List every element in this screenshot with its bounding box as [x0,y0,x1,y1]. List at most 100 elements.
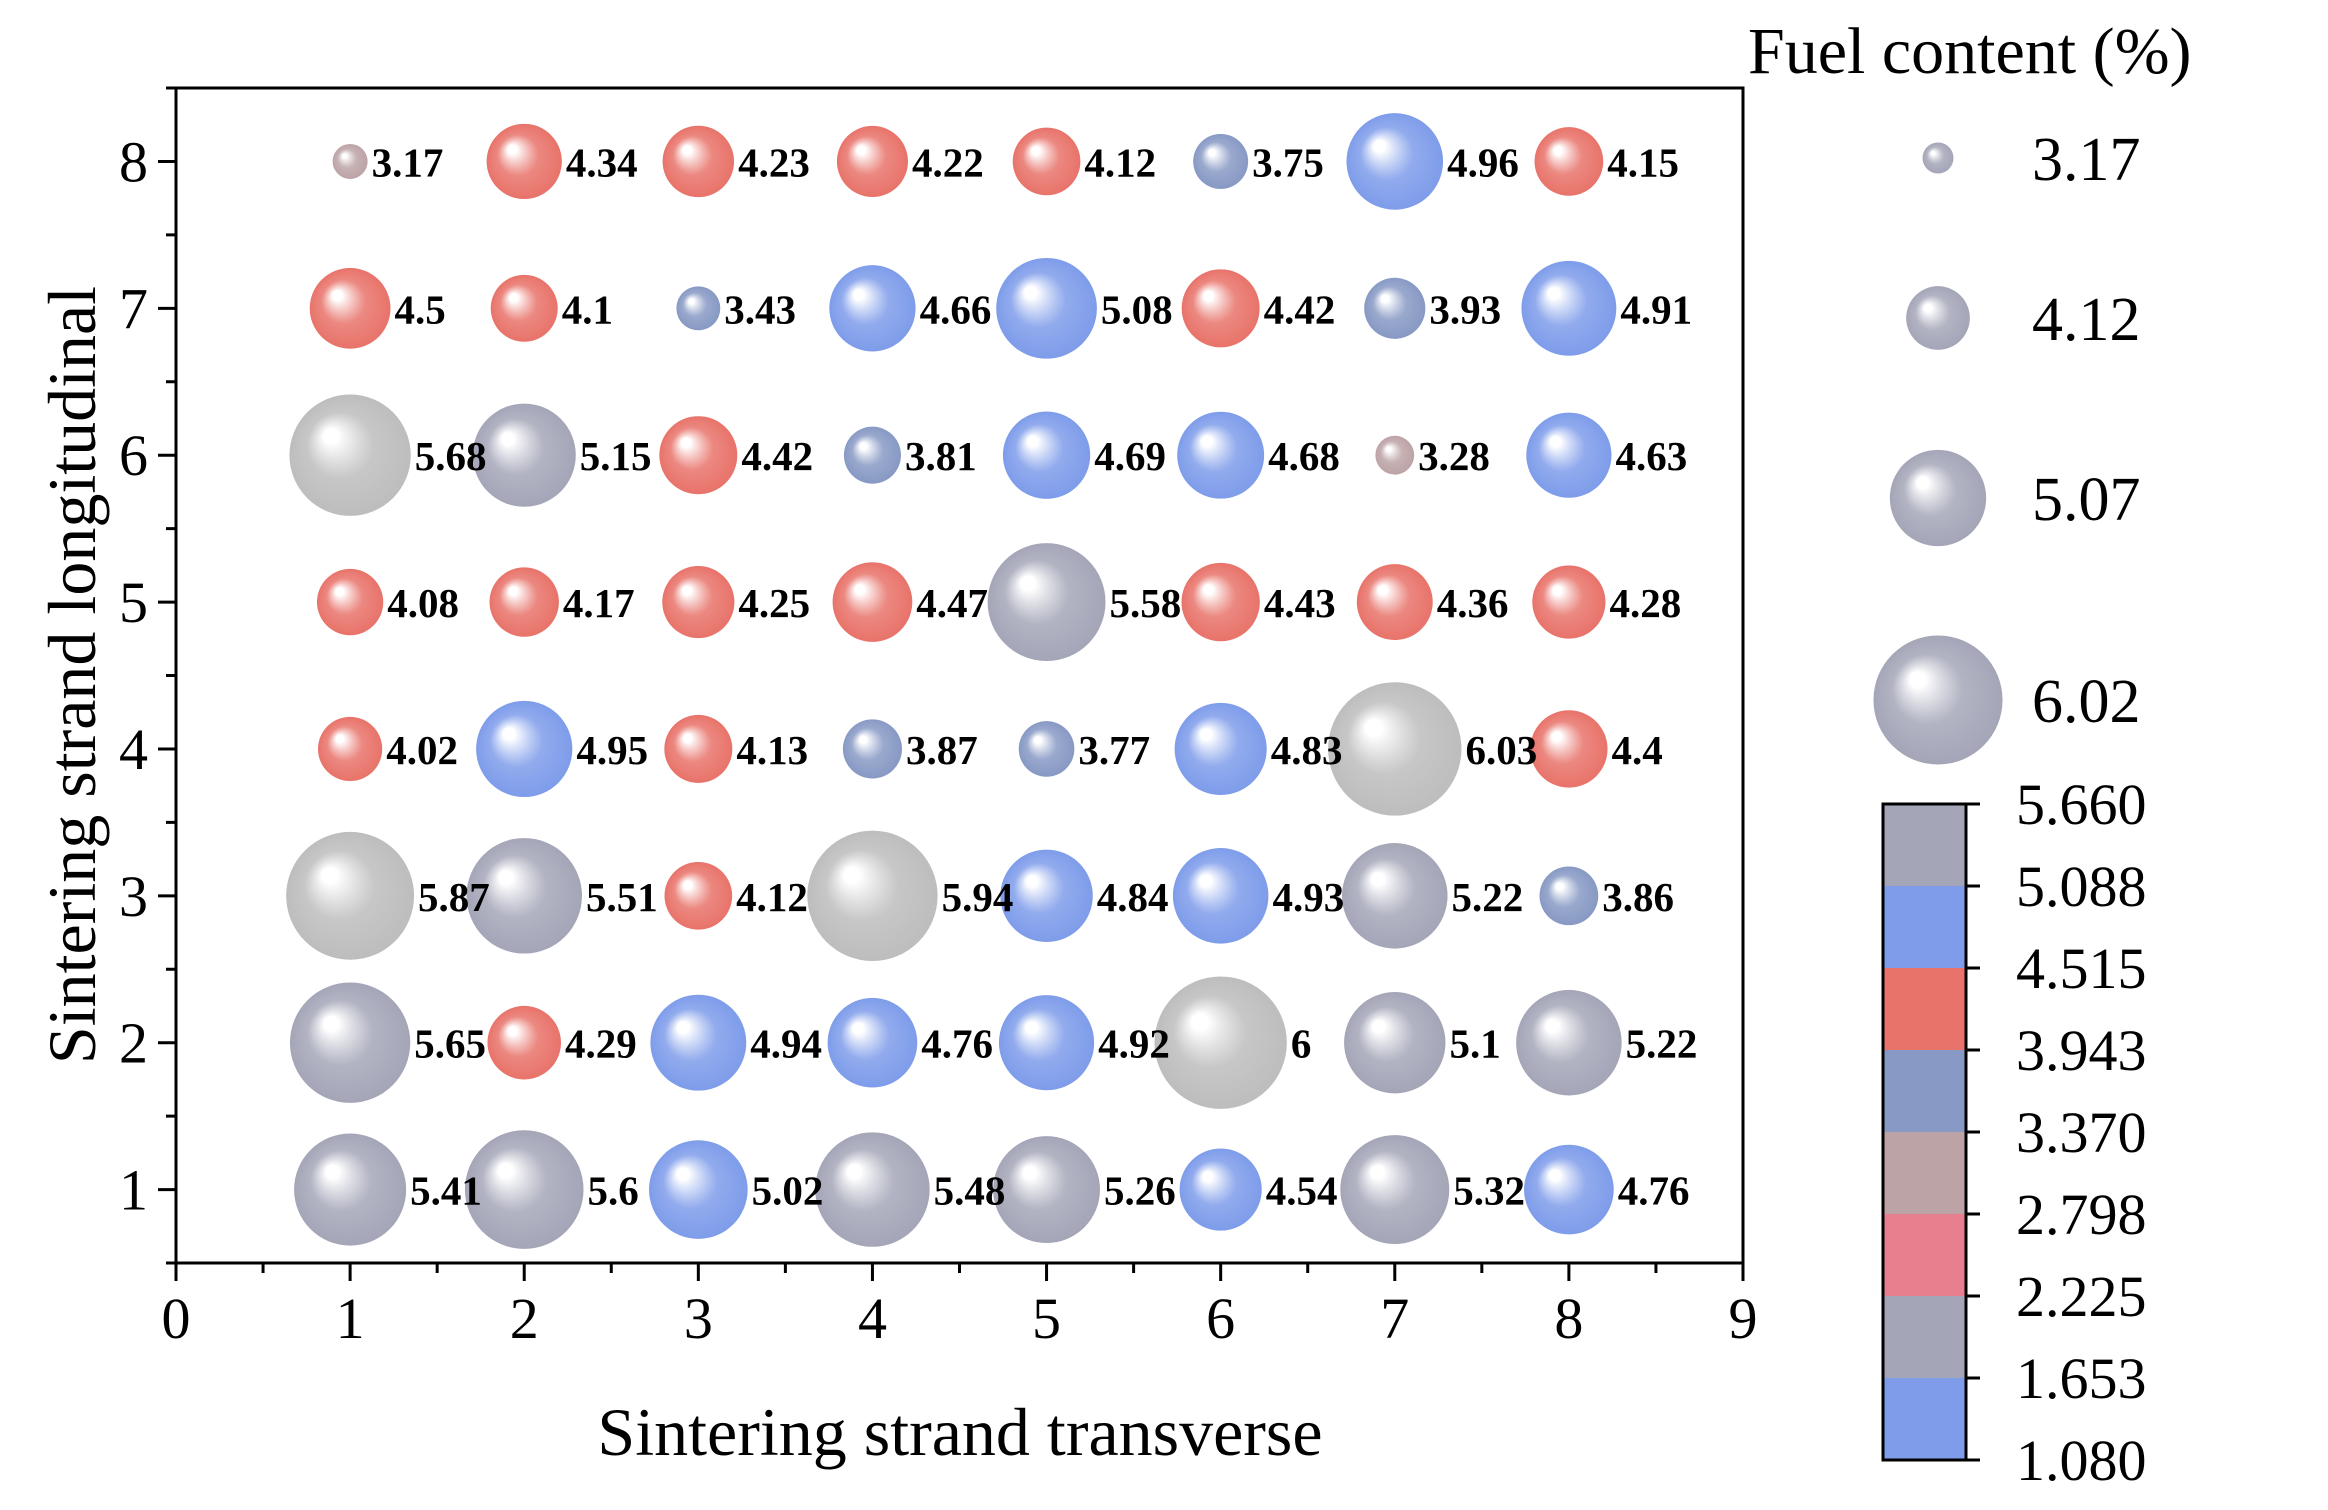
data-bubble [1002,411,1091,499]
data-bubble [829,265,916,352]
data-label: 5.48 [934,1168,1006,1214]
data-bubble [843,426,901,484]
data-label: 4.36 [1437,580,1509,626]
colorbar-label: 3.370 [2016,1100,2147,1165]
data-label: 3.28 [1418,433,1490,479]
colorbar-label: 2.225 [2016,1264,2147,1329]
data-label: 4.96 [1447,139,1519,185]
data-label: 5.87 [418,874,490,920]
data-label: 4.12 [736,874,808,920]
y-tick-label: 1 [119,1158,148,1223]
y-tick-label: 3 [119,864,148,929]
x-tick-label: 2 [510,1286,539,1351]
data-label: 4.68 [1268,433,1340,479]
data-bubble [1154,976,1287,1109]
data-label: 4.5 [394,286,445,332]
size-legend-label: 6.02 [2032,668,2141,736]
data-label: 5.68 [415,433,487,479]
data-bubble [286,831,415,960]
x-tick-label: 4 [858,1286,887,1351]
data-bubble [1181,562,1260,642]
data-bubble [1181,269,1260,348]
size-legend-bubble [1922,142,1954,174]
data-bubble [1179,1148,1262,1231]
data-bubble [664,714,733,783]
data-bubble [998,995,1095,1091]
colorbar-label: 5.660 [2016,772,2147,837]
data-bubble [1018,721,1075,777]
x-tick-label: 9 [1729,1286,1758,1351]
data-bubble [836,125,909,197]
data-bubble [815,1132,930,1247]
data-bubble [1532,565,1606,639]
colorbar-label: 1.653 [2016,1346,2147,1411]
data-label: 3.43 [724,286,796,332]
data-bubble [1193,133,1249,189]
data-bubble [317,716,383,782]
data-bubble [309,267,391,349]
data-label: 5.08 [1101,286,1173,332]
colorbar-label: 5.088 [2016,854,2147,919]
data-label: 4.22 [912,139,984,185]
data-label: 4.29 [565,1021,637,1067]
data-label: 5.32 [1453,1168,1525,1214]
data-bubble [1539,866,1599,926]
data-label: 4.76 [1618,1168,1690,1214]
size-legend-label: 3.17 [2032,126,2141,194]
data-label: 4.08 [387,580,459,626]
data-label: 4.42 [1264,286,1336,332]
data-label: 4.92 [1098,1021,1170,1067]
colorbar-segment [1883,1296,1966,1379]
data-label: 4.23 [738,139,810,185]
colorbar-segment [1883,1378,1966,1461]
size-legend-label: 5.07 [2032,466,2141,534]
data-bubble [316,568,384,636]
colorbar-segment [1883,804,1966,887]
data-label: 5.26 [1104,1168,1176,1214]
data-bubble [1524,1144,1614,1235]
data-label: 5.41 [410,1168,482,1214]
bubble-layer [286,113,1622,1249]
data-label: 4.13 [736,727,808,773]
data-bubble [659,416,738,495]
data-bubble [827,997,918,1088]
data-bubble [1342,843,1448,949]
data-label: 5.1 [1449,1021,1500,1067]
data-label: 5.6 [588,1168,639,1214]
x-axis-ticks: 0 1 2 3 4 5 6 7 8 9 [162,1263,1758,1351]
data-bubble [489,567,559,637]
data-label: 4.69 [1094,433,1166,479]
data-bubble [294,1133,407,1246]
y-tick-label: 6 [119,423,148,488]
data-bubble [289,394,411,516]
colorbar-label: 3.943 [2016,1018,2147,1083]
x-tick-label: 3 [684,1286,713,1351]
size-legend-bubble [1889,449,1987,547]
data-bubble [649,1140,748,1239]
data-label: 3.93 [1429,286,1501,332]
data-label: 4.43 [1264,580,1336,626]
data-label: 5.94 [942,874,1014,920]
size-legend-title: Fuel content (%) [1748,15,2192,88]
data-label: 3.86 [1602,874,1674,920]
data-label: 5.02 [752,1168,824,1214]
data-label: 3.81 [905,433,977,479]
data-label: 4.34 [566,139,638,185]
x-tick-label: 0 [162,1286,191,1351]
data-bubble [1346,113,1444,210]
data-label: 4.93 [1272,874,1344,920]
data-label: 4.83 [1271,727,1343,773]
data-bubble [487,1005,561,1080]
data-bubble [1340,1135,1450,1245]
colorbar-segment [1883,1132,1966,1215]
data-bubble [1177,411,1265,499]
data-bubble [1012,127,1081,196]
data-label: 4.84 [1097,874,1169,920]
data-label: 5.22 [1452,874,1524,920]
data-bubble [1375,435,1415,475]
data-bubble [1344,991,1446,1094]
y-tick-label: 8 [119,129,148,194]
data-label: 6.03 [1465,727,1537,773]
data-bubble [289,982,411,1103]
colorbar-label: 1.080 [2016,1428,2147,1493]
